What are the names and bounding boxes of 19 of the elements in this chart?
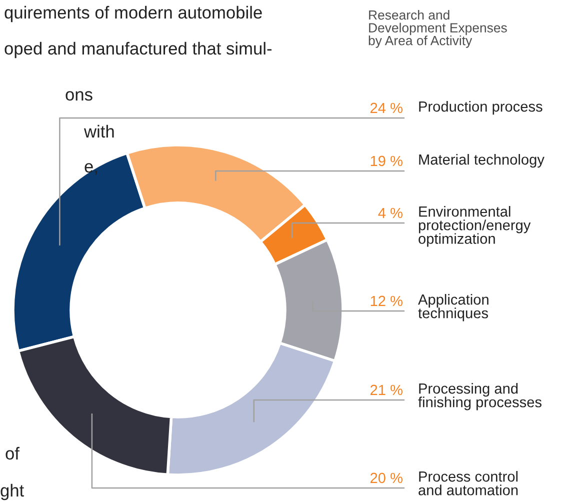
text: ons bbox=[66, 91, 92, 101]
text: ght bbox=[0, 484, 24, 500]
text: of bbox=[6, 446, 20, 460]
slice-label: Production process bbox=[419, 101, 542, 115]
slice-label: Process control and automation bbox=[418, 471, 518, 496]
data-label: 19 % bbox=[370, 156, 402, 166]
slice-label: Processing and finishing processes bbox=[418, 383, 542, 410]
slice-label: Material technology bbox=[419, 154, 544, 168]
data-label: 12 % bbox=[370, 296, 402, 306]
chart-title: Research and Development Expenses by Area of Activity bbox=[368, 10, 507, 48]
data-label: 24 % bbox=[370, 102, 402, 114]
slice-label: Environmental protection/energy optimization bbox=[418, 206, 531, 247]
data-label: 21 % bbox=[370, 384, 402, 396]
text: quirements of modern automobile bbox=[4, 6, 262, 22]
data-label: 20 % bbox=[370, 472, 402, 484]
text: oped and manufactured that simul- bbox=[4, 42, 272, 58]
slice-label: Application techniques bbox=[418, 294, 488, 322]
data-label: 4 % bbox=[378, 208, 402, 218]
text: with bbox=[84, 124, 114, 138]
